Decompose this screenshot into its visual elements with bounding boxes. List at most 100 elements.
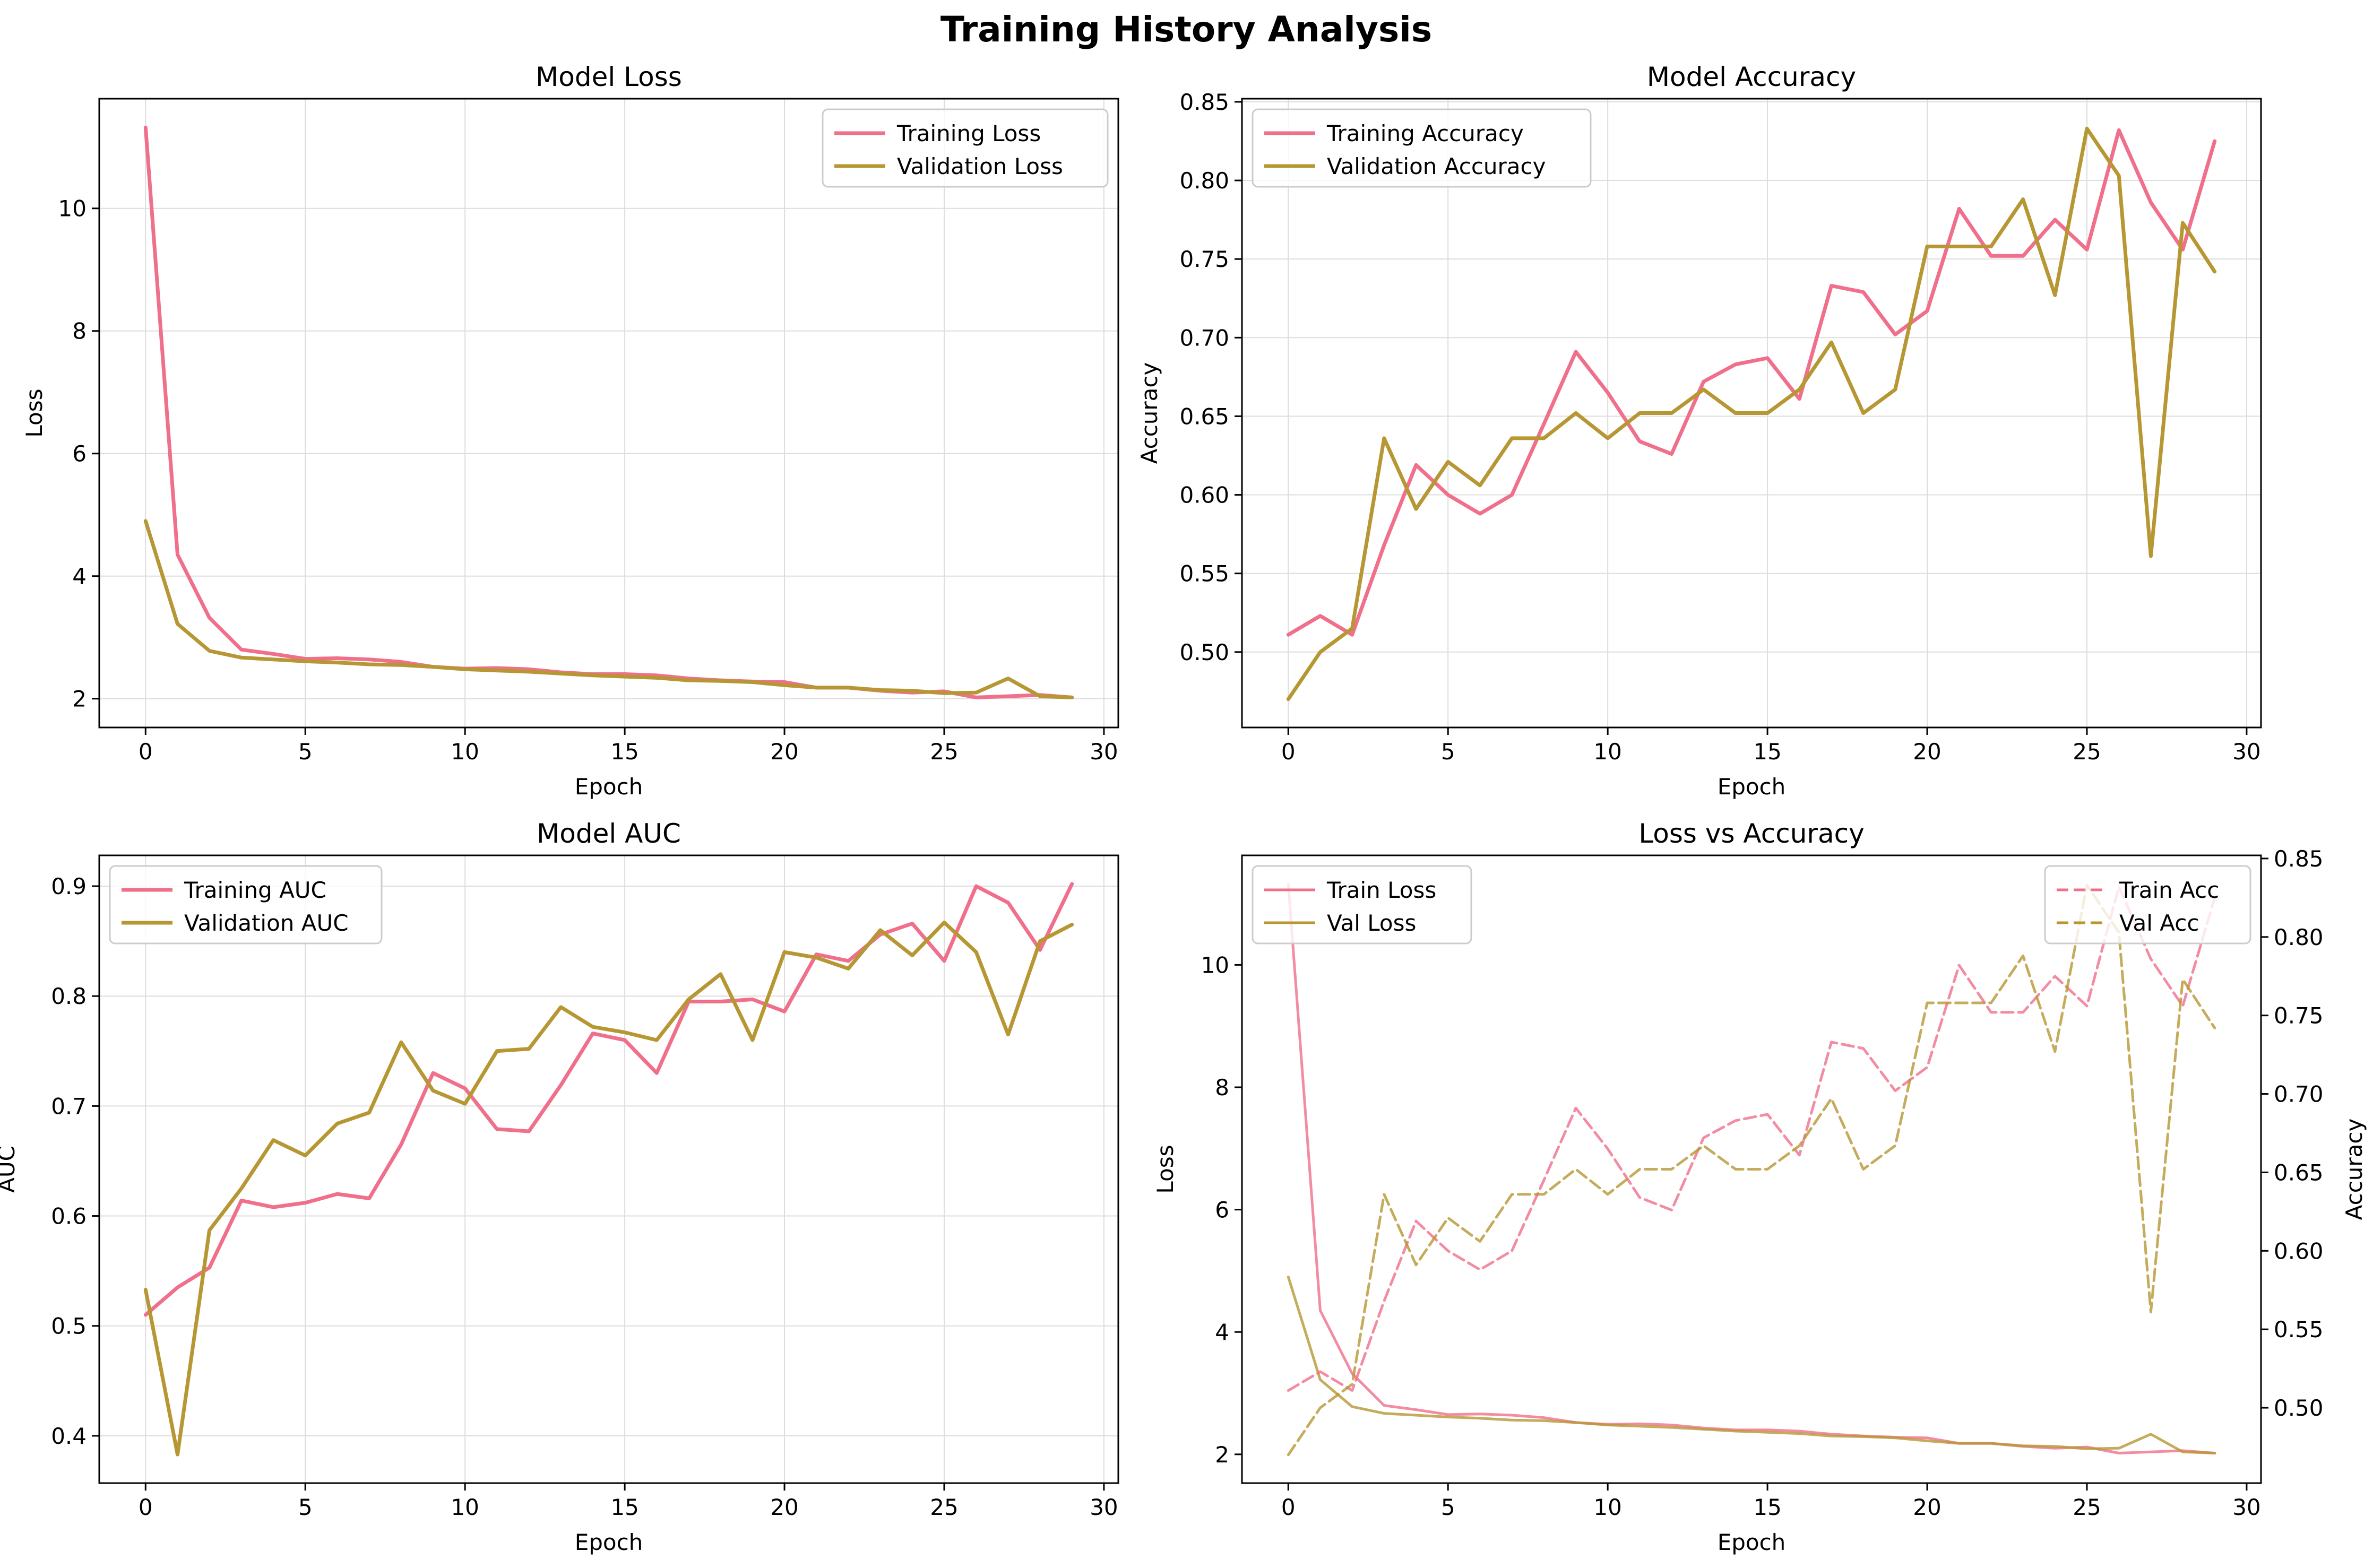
x-tick-label: 5: [298, 1494, 313, 1520]
x-tick-label: 25: [930, 1494, 958, 1520]
series-group: [1286, 126, 2217, 701]
chart-title: Loss vs Accuracy: [1638, 818, 1864, 849]
x-tick-label: 25: [2073, 1494, 2101, 1520]
x-tick-label: 15: [1753, 1494, 1781, 1520]
legend-label: Validation Loss: [897, 153, 1063, 179]
y-axis-label: Accuracy: [1136, 362, 1162, 464]
y-tick-label: 6: [72, 441, 87, 467]
figure-title: Training History Analysis: [940, 9, 1432, 50]
y2-tick-label: 0.80: [2274, 924, 2324, 950]
y2-tick-label: 0.50: [2274, 1395, 2324, 1421]
x-tick-label: 20: [770, 1494, 798, 1520]
grid-lines: [99, 99, 1118, 727]
x-axis-label: Epoch: [575, 1529, 643, 1555]
x-tick-label: 5: [1441, 1494, 1455, 1520]
series-line-validation-accuracy: [1286, 126, 2217, 701]
x-tick-label: 25: [930, 739, 958, 765]
y2-axis-label: Accuracy: [2341, 1119, 2367, 1220]
y-tick-label: 6: [1215, 1197, 1229, 1223]
y-tick-label: 10: [1201, 952, 1229, 978]
x-tick-label: 5: [1441, 739, 1455, 765]
legend: Train Loss Val Loss: [1252, 865, 1472, 945]
axes-frame: [1241, 854, 2262, 1484]
y-tick-label: 2: [1215, 1442, 1229, 1468]
series-group: [1287, 882, 2216, 1457]
x-tick-label: 30: [2232, 739, 2260, 765]
chart-panel-3: 0 5 10 15 20 25 30 0.4 0.5 0.6 0.7 0.8 0.9 Model AUC E…: [0, 818, 1119, 1555]
legend-label: Validation AUC: [184, 910, 349, 936]
y-tick-label: 0.8: [51, 983, 87, 1009]
y-tick-label: 0.7: [51, 1093, 87, 1119]
y2-tick-label: 0.75: [2274, 1003, 2324, 1029]
legend-box: [1252, 108, 1592, 188]
x-tick-label: 30: [1090, 1494, 1118, 1520]
legend-label: Training Loss: [896, 120, 1041, 146]
y2-tick-label: 0.70: [2274, 1081, 2324, 1107]
y2-tick-label: 0.85: [2274, 846, 2324, 872]
legend-label: Train Loss: [1326, 877, 1436, 903]
y-tick-label: 0.6: [51, 1203, 87, 1229]
y2-tick-label: 0.60: [2274, 1238, 2324, 1264]
series-line-val-acc: [1287, 883, 2216, 1457]
y-axis-label: Loss: [1152, 1145, 1178, 1193]
y-tick-label: 0.85: [1179, 89, 1229, 115]
x-tick-label: 10: [451, 1494, 479, 1520]
y-tick-label: 0.65: [1179, 403, 1229, 429]
series-line-training-auc: [143, 882, 1074, 1317]
x-tick-label: 20: [1913, 739, 1941, 765]
chart-title: Model Loss: [536, 62, 682, 92]
x-tick-label: 0: [139, 1494, 153, 1520]
series-group: [143, 882, 1074, 1457]
legend-label: Val Loss: [1327, 910, 1416, 936]
y-axis-label: AUC: [0, 1146, 20, 1193]
series-group: [143, 125, 1074, 699]
y-tick-label: 0.70: [1179, 325, 1229, 351]
legend: Training AUC Validation AUC: [109, 865, 383, 945]
legend-label: Val Acc: [2119, 910, 2199, 936]
y-tick-label: 0.80: [1179, 168, 1229, 194]
chart-title: Model Accuracy: [1647, 62, 1856, 92]
y-tick-label: 0.4: [51, 1423, 87, 1449]
y2-tick-label: 0.65: [2274, 1159, 2324, 1185]
axes-frame: [1241, 98, 2262, 729]
legend: Training Accuracy Validation Accuracy: [1252, 108, 1592, 188]
x-tick-label: 5: [298, 739, 313, 765]
y-tick-label: 0.50: [1179, 639, 1229, 665]
x-tick-label: 30: [2232, 1494, 2260, 1520]
x-tick-label: 0: [1281, 739, 1296, 765]
y-tick-label: 0.55: [1179, 561, 1229, 587]
series-line-train-acc: [1287, 885, 2216, 1392]
legend-label: Training Accuracy: [1326, 120, 1524, 146]
series-line-validation-auc: [143, 920, 1074, 1457]
chart-title: Model AUC: [537, 818, 681, 849]
y-tick-label: 0.75: [1179, 246, 1229, 272]
x-axis-label: Epoch: [1718, 1529, 1786, 1555]
x-tick-label: 15: [1753, 739, 1781, 765]
y-tick-label: 10: [58, 196, 87, 222]
x-tick-label: 15: [610, 1494, 638, 1520]
series-line-val-loss: [1287, 1275, 2216, 1454]
x-tick-label: 25: [2073, 739, 2101, 765]
series-line-training-accuracy: [1286, 128, 2217, 637]
y-tick-label: 0.9: [51, 873, 87, 899]
x-axis-label: Epoch: [1718, 774, 1786, 800]
chart-panel-1: 0 5 10 15 20 25 30 2 4 6 8 10 Model Loss Epoch Loss Tra…: [21, 62, 1119, 800]
axes-frame: [98, 98, 1119, 729]
series-line-validation-loss: [143, 519, 1074, 699]
grid-lines: [1242, 99, 2261, 727]
chart-panel-2: 0 5 10 15 20 25 30 0.50 0.55 0.60 0.65 0.70 0.75 0.80…: [1136, 62, 2262, 800]
x-axis-label: Epoch: [575, 774, 643, 800]
x-tick-label: 30: [1090, 739, 1118, 765]
legend-label: Training AUC: [184, 877, 326, 903]
legend: Training Loss Validation Loss: [822, 108, 1109, 188]
x-tick-label: 10: [451, 739, 479, 765]
y-tick-label: 2: [72, 686, 87, 712]
x-tick-label: 20: [770, 739, 798, 765]
legend-label: Train Acc: [2119, 877, 2219, 903]
legend-label: Validation Accuracy: [1327, 153, 1546, 179]
y-tick-label: 0.5: [51, 1313, 87, 1339]
x-tick-label: 0: [139, 739, 153, 765]
x-tick-label: 10: [1593, 739, 1621, 765]
x-tick-label: 10: [1593, 1494, 1621, 1520]
